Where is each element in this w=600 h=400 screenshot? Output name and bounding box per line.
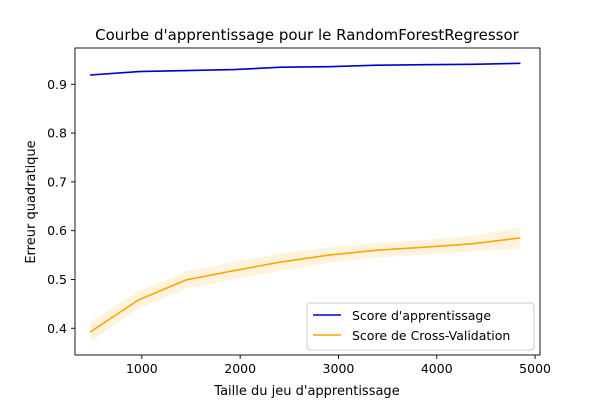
point-cross-validation bbox=[519, 237, 521, 239]
point-cross-validation bbox=[280, 261, 283, 263]
series-lines bbox=[89, 62, 521, 333]
point-training bbox=[376, 64, 378, 66]
x-axis-label: Taille du jeu d'apprentissage bbox=[213, 384, 399, 399]
plot-frame bbox=[74, 47, 541, 356]
y-tick-label: 0.4 bbox=[47, 321, 67, 336]
x-tick-label: 5000 bbox=[519, 361, 551, 376]
point-training bbox=[137, 70, 140, 73]
y-tick-label: 0.8 bbox=[47, 126, 67, 141]
x-axis: 1000 2000 3000 4000 5000 bbox=[126, 355, 551, 376]
x-tick-label: 1000 bbox=[126, 361, 158, 376]
point-training bbox=[233, 68, 235, 71]
point-training bbox=[89, 74, 92, 76]
point-cross-validation bbox=[471, 243, 474, 245]
line-cross-validation bbox=[90, 237, 520, 333]
y-tick-label: 0.9 bbox=[47, 77, 67, 92]
y-tick-label: 0.7 bbox=[47, 174, 67, 189]
legend-label-cross-validation: Score de Cross-Validation bbox=[352, 328, 510, 343]
y-axis: 0.4 0.5 0.6 0.7 0.8 0.9 bbox=[47, 77, 75, 336]
legend-label-training: Score d'apprentissage bbox=[352, 308, 491, 323]
x-tick-label: 4000 bbox=[421, 361, 453, 376]
point-cross-validation bbox=[89, 330, 92, 333]
point-training bbox=[519, 62, 521, 65]
line-training bbox=[90, 62, 520, 76]
y-tick-label: 0.6 bbox=[47, 223, 67, 238]
point-cross-validation bbox=[328, 254, 330, 256]
point-cross-validation bbox=[376, 249, 378, 251]
chart-title: Courbe d'apprentissage pour le RandomFor… bbox=[95, 26, 519, 44]
legend: Score d'apprentissage Score de Cross-Val… bbox=[306, 302, 535, 351]
y-axis-label: Erreur quadratique bbox=[24, 140, 39, 263]
point-training bbox=[185, 69, 187, 72]
x-tick-label: 3000 bbox=[323, 361, 355, 376]
point-training bbox=[471, 63, 474, 66]
x-tick-label: 2000 bbox=[224, 361, 256, 376]
point-training bbox=[423, 63, 426, 66]
point-training bbox=[280, 66, 283, 68]
point-cross-validation bbox=[233, 269, 235, 272]
point-cross-validation bbox=[185, 279, 187, 281]
legend-box bbox=[306, 302, 535, 351]
point-cross-validation bbox=[137, 299, 140, 301]
y-tick-label: 0.5 bbox=[47, 272, 67, 287]
point-cross-validation bbox=[423, 246, 426, 248]
point-training bbox=[328, 65, 330, 68]
